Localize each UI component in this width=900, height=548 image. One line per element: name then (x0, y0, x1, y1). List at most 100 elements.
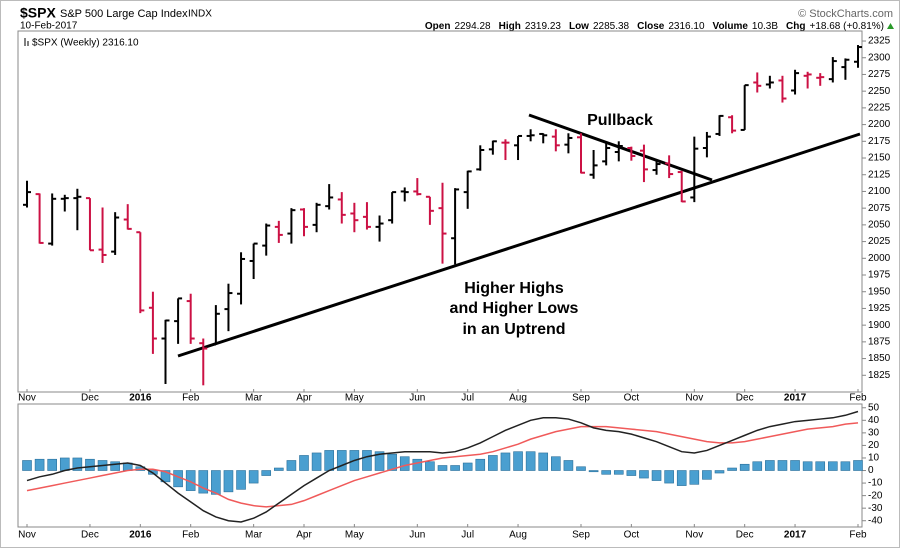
y-tick-label: 30 (868, 428, 880, 439)
up-arrow (887, 23, 894, 29)
histogram-bar (601, 470, 611, 475)
x-tick-label: Aug (509, 530, 527, 541)
histogram-bar (613, 470, 624, 475)
y-tick-label: -30 (868, 503, 883, 514)
histogram-bar (815, 461, 826, 471)
x-tick-label: May (345, 393, 364, 404)
y-tick-label: 2325 (868, 36, 891, 47)
histogram-bar (551, 456, 561, 471)
histogram-bar (727, 467, 737, 471)
y-tick-label: 2275 (868, 69, 891, 80)
x-tick-label: May (345, 530, 364, 541)
index-name: S&P 500 Large Cap Index (60, 8, 188, 20)
histogram-bar (475, 458, 486, 471)
x-tick-label: Apr (296, 393, 312, 404)
x-tick-label: 2016 (129, 393, 152, 404)
x-tick-label: Sep (572, 393, 590, 404)
uptrend-line (177, 132, 861, 358)
histogram-bar (425, 461, 435, 471)
stat-label: Chg (786, 21, 805, 32)
x-tick-label: Feb (849, 393, 867, 404)
annotation: Pullback (587, 112, 653, 129)
x-tick-label: Feb (182, 530, 200, 541)
y-tick-label: 40 (868, 415, 880, 426)
histogram-bar (362, 450, 372, 471)
y-tick-label: 2050 (868, 220, 891, 231)
y-tick-label: 2025 (868, 236, 891, 247)
x-tick-label: 2017 (784, 530, 807, 541)
histogram-bar (752, 461, 763, 471)
y-tick-label: 1825 (868, 370, 891, 381)
histogram-bar (802, 461, 813, 471)
x-tick-label: Nov (18, 530, 36, 541)
y-tick-label: 1875 (868, 337, 891, 348)
histogram-bar (828, 461, 838, 471)
legend: $SPX (Weekly) 2316.10 (32, 38, 139, 49)
x-tick-label: Oct (624, 530, 640, 541)
legend-icon (24, 38, 29, 46)
histogram-bar (651, 470, 662, 481)
histogram-bar (399, 456, 410, 471)
y-tick-label: 1925 (868, 303, 891, 314)
histogram-bar (488, 455, 498, 471)
histogram-bar (110, 461, 120, 471)
x-tick-label: Feb (849, 530, 867, 541)
histogram-bar (248, 470, 259, 484)
stat-label: Open (425, 21, 451, 32)
histogram-bar (639, 470, 649, 479)
histogram-bar (85, 458, 95, 471)
histogram-bar (34, 458, 45, 471)
x-tick-label: Nov (685, 393, 703, 404)
stat-label: High (499, 21, 521, 32)
y-tick-label: 50 (868, 402, 880, 413)
stat-label: Close (637, 21, 665, 32)
y-tick-label: 0 (868, 465, 874, 476)
stats: Open 2294.28 High 2319.23 Low 2285.38 Close 231… (425, 21, 884, 32)
histogram-bar (72, 457, 83, 471)
histogram-bar (198, 470, 209, 494)
x-tick-label: Dec (81, 530, 99, 541)
histogram-bar (286, 460, 297, 471)
x-tick-label: Jul (461, 530, 474, 541)
price-panel (17, 30, 863, 393)
stat-value: +18.68 (+0.81%) (810, 21, 885, 32)
histogram-bar (311, 452, 322, 471)
y-tick-label: 1850 (868, 353, 891, 364)
y-tick-label: 2250 (868, 86, 891, 97)
stat-value: 2294.28 (454, 21, 491, 32)
x-tick-label: Apr (296, 530, 312, 541)
histogram-bar (211, 470, 221, 495)
x-tick-label: Sep (572, 530, 590, 541)
y-tick-label: 2175 (868, 136, 891, 147)
histogram-bar (223, 470, 234, 493)
y-tick-label: 1950 (868, 286, 891, 297)
stat-label: Low (569, 21, 589, 32)
histogram-bar (689, 470, 700, 485)
histogram-bar (450, 465, 460, 471)
histogram-bar (840, 461, 851, 471)
histogram-bar (853, 460, 863, 471)
histogram-bar (462, 462, 473, 471)
histogram-bar (676, 470, 687, 486)
credit: © StockCharts.com (798, 8, 893, 20)
y-tick-label: 2200 (868, 119, 891, 130)
histogram-bar (513, 451, 523, 471)
x-tick-label: Jul (461, 393, 474, 404)
histogram-bar (22, 460, 32, 471)
y-tick-label: 2225 (868, 103, 891, 114)
date: 10-Feb-2017 (20, 21, 78, 32)
signal-line (26, 422, 859, 508)
y-tick-label: 20 (868, 440, 880, 451)
histogram-bar (387, 453, 397, 471)
x-tick-label: Nov (18, 393, 36, 404)
x-tick-label: Mar (245, 393, 263, 404)
x-tick-label: Dec (736, 530, 754, 541)
stat-value: 2285.38 (593, 21, 630, 32)
histogram-bar (777, 460, 788, 471)
y-tick-label: 10 (868, 453, 880, 464)
x-tick-label: Dec (736, 393, 754, 404)
histogram-bar (274, 467, 284, 471)
macd-line (26, 410, 859, 523)
histogram-bar (47, 458, 57, 471)
